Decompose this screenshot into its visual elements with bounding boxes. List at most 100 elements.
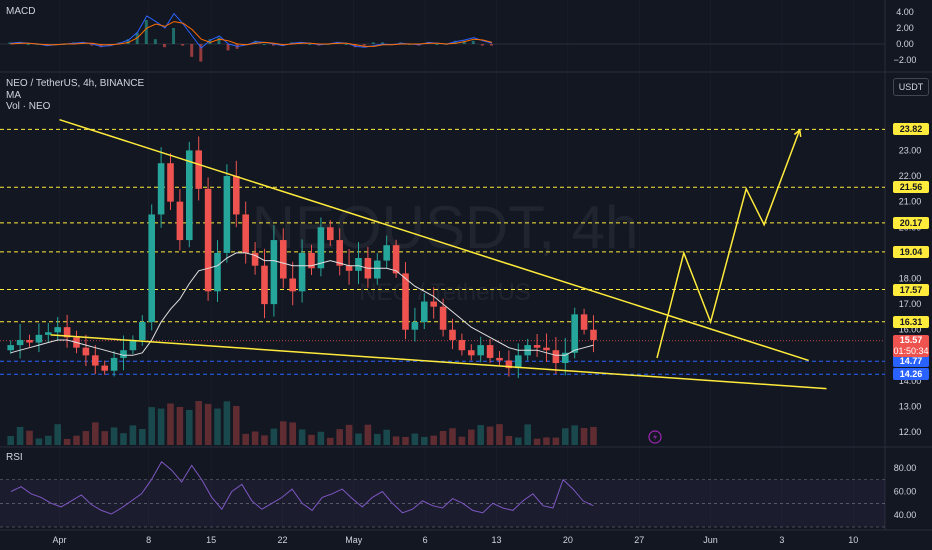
macd-axis-tick: 4.00	[896, 7, 914, 17]
time-axis-tick: 27	[634, 535, 644, 545]
macd-axis-tick: −2.00	[894, 55, 917, 65]
volume-bar	[204, 403, 212, 445]
volume-bar	[505, 435, 513, 445]
candle-body	[308, 252, 315, 269]
ma-indicator-label[interactable]: MA	[6, 90, 21, 101]
candle-body	[45, 332, 52, 335]
macd-histogram-bar	[362, 44, 366, 46]
volume-bar	[54, 424, 61, 445]
price-axis-tick: 22.00	[899, 171, 922, 181]
macd-histogram-bar	[271, 44, 275, 46]
candle-body	[7, 345, 14, 351]
rsi-axis-tick: 40.00	[894, 510, 917, 520]
volume-bar	[533, 438, 541, 445]
candle-body	[176, 201, 184, 241]
macd-histogram-bar	[190, 44, 194, 57]
volume-bar	[571, 425, 578, 445]
rsi-label[interactable]: RSI	[6, 452, 23, 463]
volume-bar	[73, 435, 80, 445]
candle-body	[92, 355, 99, 366]
volume-bar	[373, 433, 381, 445]
candle-body	[383, 245, 390, 261]
candle-body	[148, 214, 155, 323]
volume-layer	[7, 401, 597, 445]
level-price-tag: 19.04	[893, 245, 929, 258]
candle-body	[543, 347, 550, 351]
macd-axis-tick: 2.00	[896, 23, 914, 33]
volume-bar	[270, 428, 278, 445]
rsi-axis-tick: 60.00	[894, 486, 917, 496]
currency-button[interactable]: USDT	[893, 78, 929, 96]
ma-line	[10, 252, 594, 356]
macd-histogram-bar	[435, 44, 439, 45]
volume-bar	[26, 430, 33, 445]
volume-bar	[477, 425, 484, 445]
macd-histogram-bar	[344, 44, 348, 45]
macd-histogram-bar	[262, 44, 266, 45]
candle-body	[439, 306, 447, 330]
volume-bar	[355, 433, 362, 445]
candle-body	[430, 301, 437, 307]
last-price-tag: 15.57 01:50:34	[893, 334, 929, 357]
macd-label[interactable]: MACD	[6, 6, 36, 17]
rsi-layer	[0, 461, 885, 528]
time-axis-tick: 13	[492, 535, 502, 545]
price-axis-tick: 23.00	[899, 145, 922, 155]
candle-body	[486, 345, 494, 358]
level-price-tag: 21.56	[893, 181, 929, 194]
volume-indicator-label[interactable]: Vol · NEO	[6, 101, 51, 112]
candle-body	[467, 350, 475, 356]
volume-bar	[326, 437, 334, 445]
time-axis-tick: 10	[848, 535, 858, 545]
candle-body	[458, 339, 466, 351]
volume-bar	[157, 408, 165, 445]
volume-bar	[392, 436, 400, 445]
macd-histogram-bar	[217, 37, 221, 44]
volume-bar	[223, 401, 231, 445]
macd-histogram-bar	[308, 44, 312, 45]
macd-signal-line	[10, 21, 493, 47]
candle-body	[580, 314, 588, 330]
last-price-value: 15.57	[899, 334, 923, 345]
candle-body	[345, 265, 353, 271]
volume-bar	[524, 424, 531, 445]
candle-body	[533, 345, 541, 348]
volume-bar	[148, 407, 155, 445]
candle-body	[336, 240, 343, 266]
candle-body	[402, 273, 409, 330]
ma-layer	[10, 252, 594, 356]
macd-layer	[0, 12, 885, 62]
volume-bar	[16, 426, 24, 445]
volume-bar	[345, 424, 353, 445]
candle-body	[233, 176, 240, 215]
price-axis-tick: 17.00	[899, 299, 922, 309]
price-axis-tick: 14.00	[899, 376, 922, 386]
candle-body	[214, 252, 221, 292]
volume-bar	[242, 433, 249, 445]
time-axis-tick: 22	[277, 535, 287, 545]
candle-body	[129, 339, 137, 351]
volume-bar	[298, 429, 306, 445]
volume-bar	[82, 431, 90, 445]
volume-bar	[439, 430, 447, 445]
macd-histogram-bar	[153, 39, 157, 44]
volume-bar	[139, 428, 146, 445]
volume-bar	[449, 428, 456, 445]
volume-bar	[195, 401, 202, 445]
candle-body	[186, 150, 193, 241]
event-lightning-icon[interactable]	[648, 430, 662, 444]
volume-bar	[251, 431, 259, 445]
macd-histogram-bar	[144, 20, 148, 44]
candle-body	[251, 252, 259, 266]
candle-body	[54, 327, 61, 333]
symbol-title[interactable]: NEO / TetherUS, 4h, BINANCE	[6, 78, 145, 89]
volume-bar	[420, 436, 428, 445]
candles-layer	[7, 136, 597, 379]
candle-body	[139, 322, 146, 340]
candle-body	[270, 240, 278, 305]
candle-body	[355, 258, 362, 271]
macd-histogram-bar	[480, 44, 484, 46]
volume-bar	[496, 424, 503, 445]
